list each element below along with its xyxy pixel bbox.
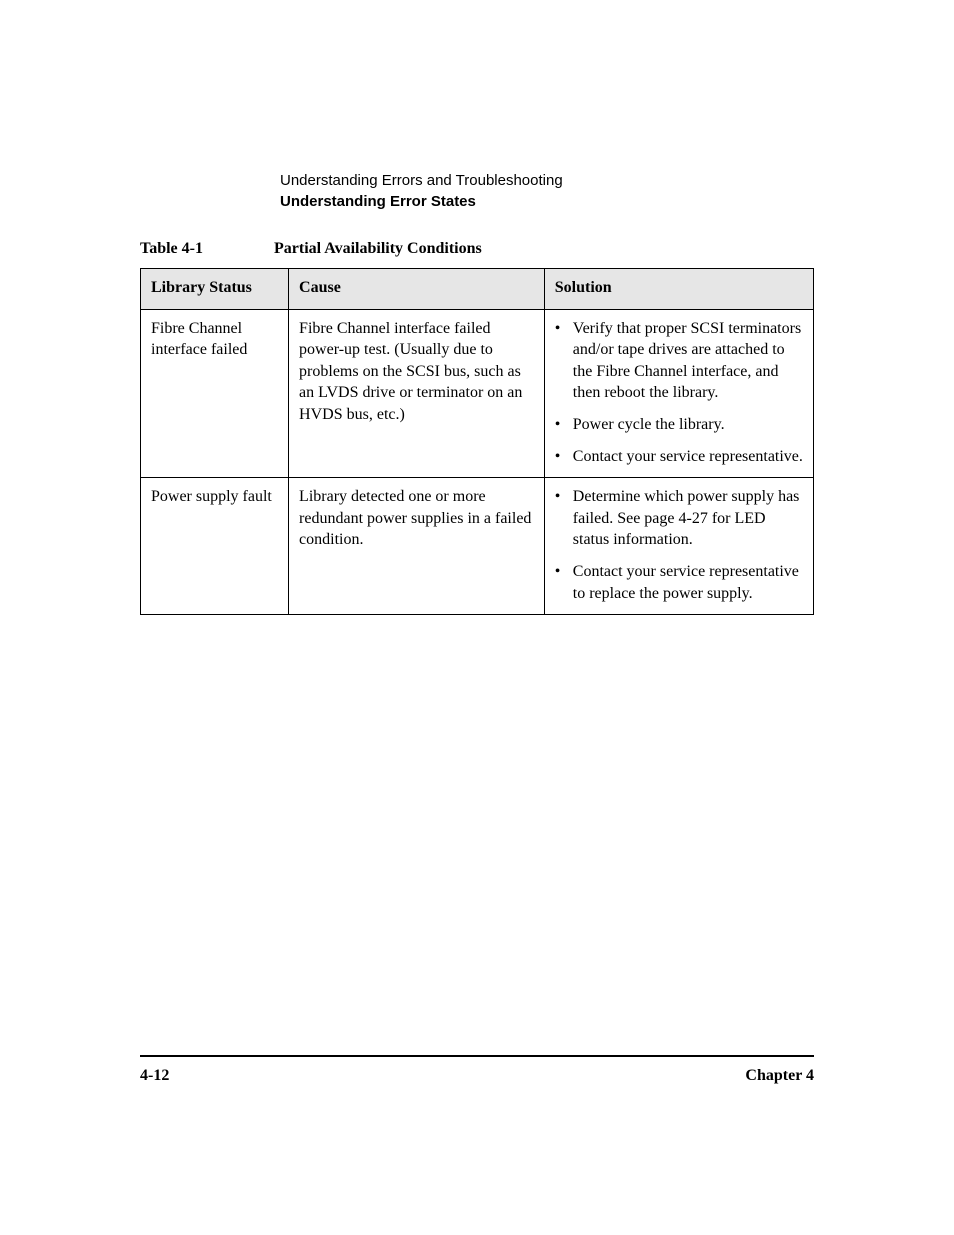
table-number: Table 4-1 (140, 240, 270, 258)
solution-list: Determine which power supply has failed.… (555, 486, 803, 604)
solution-list: Verify that proper SCSI terminators and/… (555, 318, 803, 468)
cell-status: Power supply fault (141, 478, 289, 615)
table-header-row: Library Status Cause Solution (141, 269, 814, 310)
table-row: Power supply fault Library detected one … (141, 478, 814, 615)
cell-cause: Fibre Channel interface failed power-up … (289, 309, 545, 478)
col-header-solution: Solution (544, 269, 813, 310)
list-item: Verify that proper SCSI terminators and/… (555, 318, 803, 404)
col-header-status: Library Status (141, 269, 289, 310)
running-header: Understanding Errors and Troubleshooting… (280, 170, 814, 212)
cell-solution: Verify that proper SCSI terminators and/… (544, 309, 813, 478)
list-item: Contact your service representative to r… (555, 561, 803, 604)
table-title: Partial Availability Conditions (274, 240, 482, 257)
list-item: Contact your service representative. (555, 446, 803, 468)
page-number: 4-12 (140, 1067, 169, 1085)
page-footer: 4-12 Chapter 4 (140, 1055, 814, 1085)
cell-solution: Determine which power supply has failed.… (544, 478, 813, 615)
col-header-cause: Cause (289, 269, 545, 310)
table-caption: Table 4-1 Partial Availability Condition… (140, 240, 814, 258)
list-item: Power cycle the library. (555, 414, 803, 436)
conditions-table: Library Status Cause Solution Fibre Chan… (140, 268, 814, 615)
cell-cause: Library detected one or more redundant p… (289, 478, 545, 615)
cell-status: Fibre Channel interface failed (141, 309, 289, 478)
table-row: Fibre Channel interface failed Fibre Cha… (141, 309, 814, 478)
chapter-title: Understanding Errors and Troubleshooting (280, 170, 814, 191)
chapter-label: Chapter 4 (745, 1067, 814, 1085)
section-title: Understanding Error States (280, 191, 814, 212)
page: Understanding Errors and Troubleshooting… (0, 0, 954, 1235)
list-item: Determine which power supply has failed.… (555, 486, 803, 551)
